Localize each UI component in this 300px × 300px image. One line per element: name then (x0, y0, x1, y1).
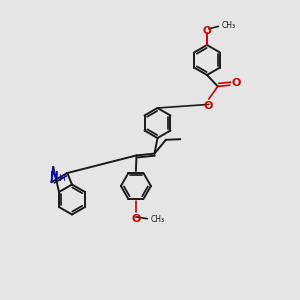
Text: O: O (202, 26, 211, 36)
Text: H: H (58, 173, 65, 182)
Text: O: O (131, 214, 141, 224)
Text: O: O (232, 78, 241, 88)
Text: O: O (203, 101, 213, 111)
Text: CH₃: CH₃ (222, 21, 236, 30)
Text: CH₃: CH₃ (151, 215, 165, 224)
Text: N: N (50, 171, 58, 181)
